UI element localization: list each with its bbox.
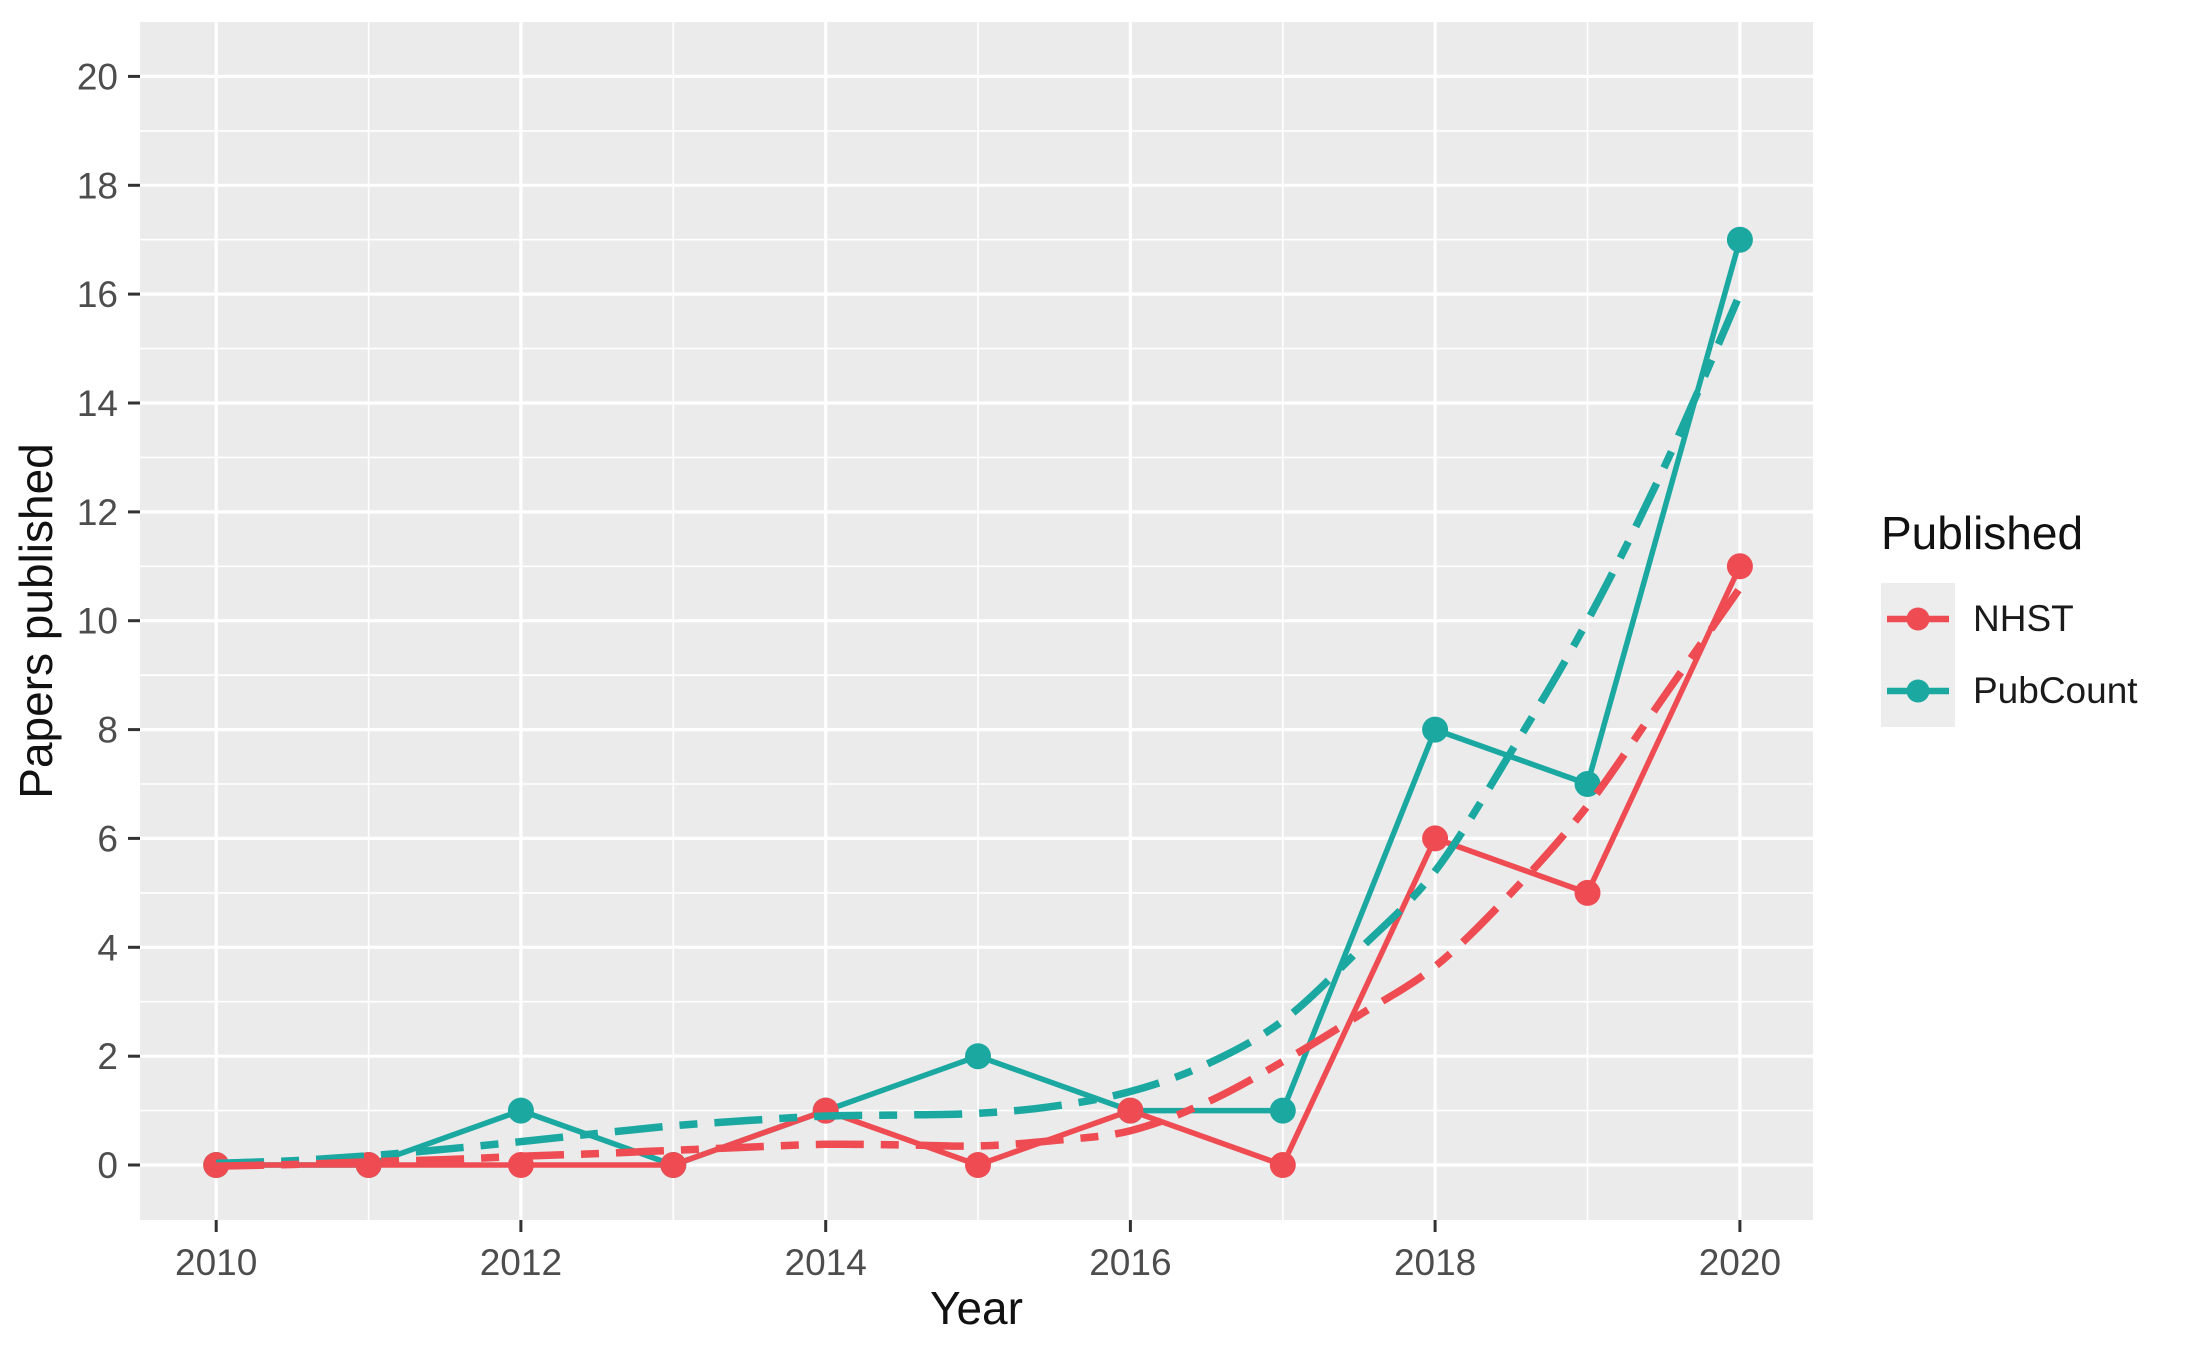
data-point-nhst (660, 1152, 687, 1178)
y-tick-label: 14 (77, 383, 118, 424)
y-tick-label: 4 (97, 927, 118, 968)
data-point-pubcount (507, 1097, 534, 1124)
y-axis-title: Papers published (10, 443, 62, 799)
data-point-pubcount (1422, 716, 1449, 743)
y-tick-label: 18 (77, 165, 118, 206)
y-tick-label: 2 (97, 1036, 118, 1077)
x-tick-label: 2010 (175, 1242, 257, 1283)
data-point-pubcount (1574, 771, 1601, 797)
data-point-pubcount (1726, 226, 1753, 253)
data-point-pubcount (1269, 1097, 1296, 1124)
data-point-nhst (1574, 879, 1601, 906)
data-point-nhst (1422, 825, 1449, 852)
x-tick-label: 2014 (785, 1242, 867, 1283)
y-tick-label: 20 (77, 56, 118, 97)
x-tick-label: 2016 (1089, 1242, 1171, 1283)
y-tick-label: 16 (77, 274, 118, 315)
data-point-pubcount (965, 1043, 991, 1070)
x-tick-label: 2018 (1394, 1242, 1476, 1283)
smooth-line-pubcount (216, 292, 1744, 1168)
y-tick-label: 0 (97, 1145, 118, 1186)
data-point-nhst (1269, 1152, 1296, 1178)
data-point-nhst (965, 1152, 991, 1178)
x-axis-title: Year (930, 1282, 1023, 1334)
legend-title: Published (1881, 507, 2084, 559)
legend-item-nhst: NHST (1881, 582, 2181, 655)
data-point-nhst (1726, 553, 1753, 580)
legend-label: PubCount (1973, 669, 2138, 711)
x-tick-label: 2020 (1699, 1242, 1781, 1283)
legend-key-pubcount-icon (1881, 654, 1955, 727)
y-tick-label: 6 (97, 818, 118, 859)
y-tick-label: 12 (77, 492, 118, 533)
legend-key-nhst-icon (1881, 582, 1955, 655)
legend-label: NHST (1973, 597, 2074, 639)
legend-keys: NHST PubCount (1881, 582, 2181, 727)
data-point-nhst (1117, 1097, 1144, 1124)
legend: Published NHST PubCount (1881, 508, 2181, 727)
smooth-line-nhst (216, 585, 1743, 1170)
y-tick-label: 10 (77, 601, 118, 642)
x-tick-label: 2012 (480, 1242, 562, 1283)
y-tick-label: 8 (97, 710, 118, 751)
legend-item-pubcount: PubCount (1881, 654, 2181, 727)
